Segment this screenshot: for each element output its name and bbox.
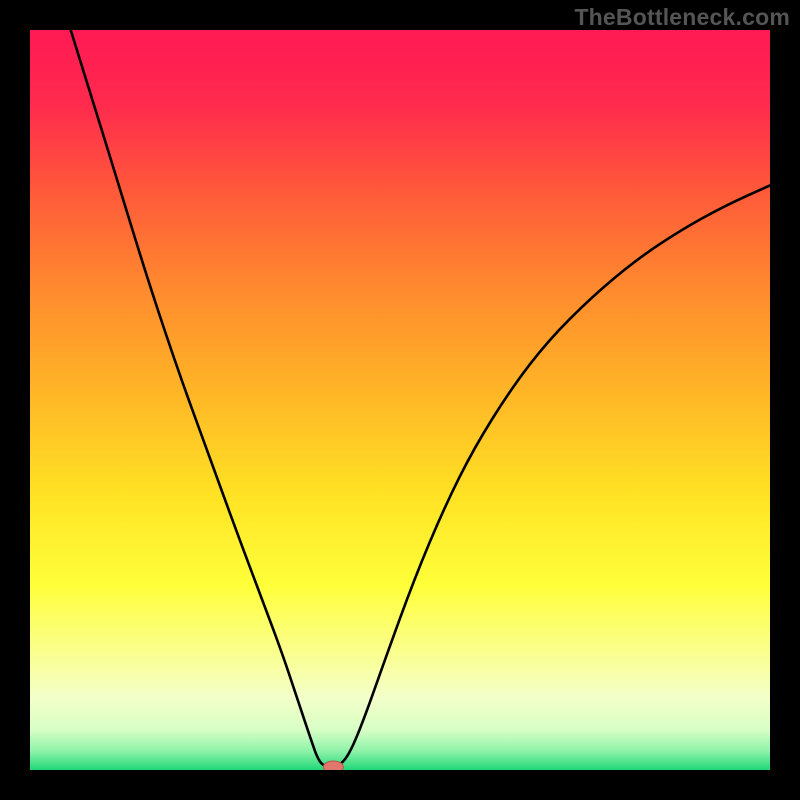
plot-background [30,30,770,770]
chart-container: TheBottleneck.com [0,0,800,800]
watermark-text: TheBottleneck.com [574,4,790,31]
bottleneck-chart [0,0,800,800]
